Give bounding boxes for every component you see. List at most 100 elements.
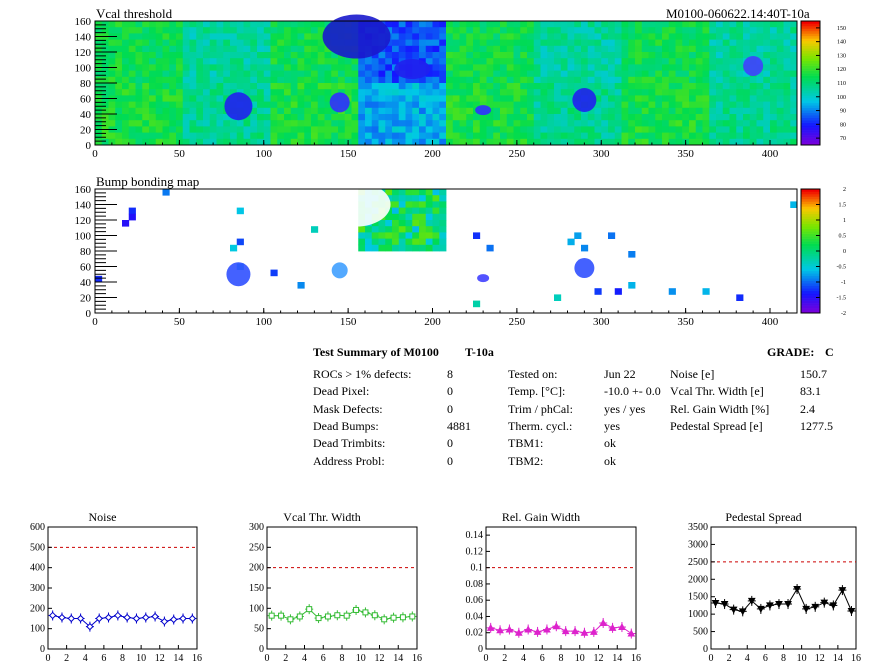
- map-cell: [466, 33, 474, 40]
- map-cell: [689, 45, 697, 53]
- map-cell: [304, 58, 312, 65]
- map-cell: [412, 226, 420, 233]
- map-cell: [142, 95, 150, 102]
- map-cell: [574, 114, 582, 121]
- roc-tile: [358, 83, 447, 146]
- x-tick-label: 12: [815, 653, 825, 664]
- map-cell: [101, 45, 109, 53]
- map-cell: [439, 76, 447, 84]
- map-cell: [500, 70, 508, 78]
- map-cell: [763, 132, 771, 140]
- map-cell: [216, 120, 224, 127]
- map-cell: [689, 33, 697, 40]
- map-cell: [486, 126, 494, 133]
- map-cell: [189, 107, 197, 115]
- map-cell: [385, 95, 393, 102]
- condition-value: -10.0 +- 0.0: [604, 384, 661, 399]
- map-cell: [405, 83, 413, 90]
- map-cell: [479, 64, 487, 71]
- map-cell: [358, 244, 366, 252]
- map-cell: [500, 126, 508, 133]
- data-point: [599, 618, 608, 626]
- map-cell: [162, 120, 170, 127]
- map-cell: [405, 27, 413, 34]
- map-cell: [371, 114, 379, 121]
- map-cell: [317, 70, 325, 78]
- map-cell: [662, 89, 670, 96]
- map-cell: [230, 120, 238, 127]
- condition-label: TBM1:: [508, 436, 544, 451]
- map-cell: [290, 64, 298, 71]
- map-cell: [682, 76, 690, 84]
- map-cell: [749, 120, 757, 127]
- map-cell: [729, 33, 737, 40]
- map-cell: [743, 132, 751, 140]
- map-cell: [128, 126, 136, 133]
- data-point: [766, 602, 774, 610]
- map-cell: [749, 126, 757, 133]
- map-cell: [162, 132, 170, 140]
- map-cell: [182, 138, 190, 146]
- map-cell: [729, 45, 737, 53]
- map-cell: [446, 89, 454, 96]
- map-cell: [270, 64, 278, 71]
- map-cell: [682, 89, 690, 96]
- map-cell: [587, 107, 595, 115]
- map-cell: [270, 27, 278, 34]
- map-cell: [155, 58, 163, 65]
- map-cell: [419, 220, 427, 227]
- map-cell: [419, 207, 427, 215]
- map-cell: [277, 120, 285, 127]
- map-cell: [203, 101, 211, 109]
- map-cell: [527, 33, 535, 40]
- map-cell: [459, 27, 467, 34]
- map-cell: [446, 58, 454, 65]
- map-cell: [770, 39, 778, 47]
- map-cell: [378, 238, 386, 246]
- map-cell: [513, 45, 521, 53]
- map-cell: [189, 83, 197, 90]
- map-cell: [284, 21, 292, 28]
- map-cell: [614, 114, 622, 121]
- map-cell: [419, 76, 427, 84]
- map-cell: [378, 220, 386, 227]
- map-cell: [297, 114, 305, 121]
- map-cell: [392, 70, 400, 78]
- module-id: M0100-060622.14:40T-10a: [666, 6, 810, 21]
- map-cell: [236, 126, 244, 133]
- map-cell: [736, 70, 744, 78]
- map-cell: [749, 33, 757, 40]
- map-cell: [533, 33, 541, 40]
- map-cell: [371, 89, 379, 96]
- map-cell: [439, 52, 447, 59]
- series-line: [52, 614, 193, 628]
- map-cell: [527, 89, 535, 96]
- map-cell: [412, 120, 420, 127]
- map-cell: [351, 101, 359, 109]
- map-cell: [648, 27, 656, 34]
- data-point: [353, 606, 360, 613]
- map-cell: [135, 27, 143, 34]
- map-cell: [331, 64, 339, 71]
- map-cell: [594, 89, 602, 96]
- map-cell: [263, 89, 271, 96]
- map-cell: [506, 76, 514, 84]
- map-cell: [277, 45, 285, 53]
- map-cell: [412, 27, 420, 34]
- map-cell: [432, 107, 440, 115]
- map-cell: [209, 120, 217, 127]
- map-cell: [574, 58, 582, 65]
- map-cell: [506, 27, 514, 34]
- map-cell: [196, 132, 204, 140]
- map-cell: [621, 64, 629, 71]
- map-cell: [675, 138, 683, 146]
- map-cell: [344, 58, 352, 65]
- map-cell: [560, 33, 568, 40]
- y-tick-label: 160: [75, 16, 92, 28]
- map-cell: [540, 27, 548, 34]
- map-cell: [324, 120, 332, 127]
- map-cell: [749, 45, 757, 53]
- map-cell: [587, 27, 595, 34]
- map-cell: [149, 83, 157, 90]
- map-cell: [473, 300, 481, 308]
